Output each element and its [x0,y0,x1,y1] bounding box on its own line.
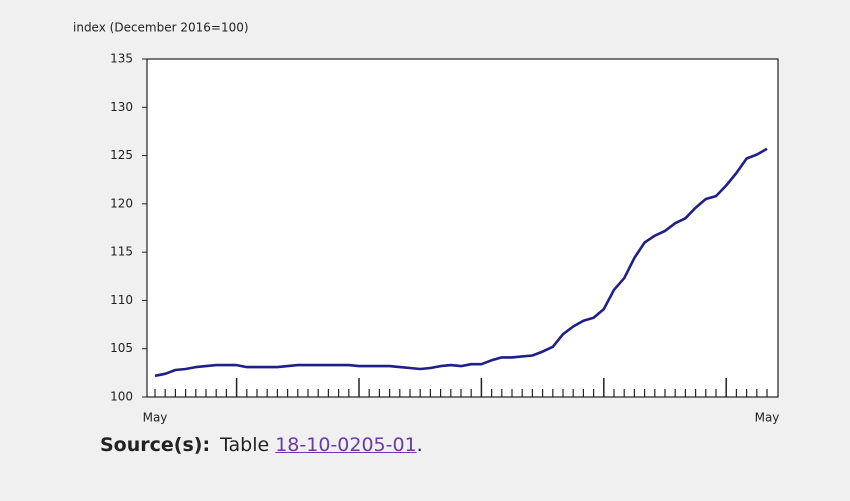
chart: index (December 2016=100) 100 105 110 115 12… [73,21,780,425]
source-text: Table [220,434,270,456]
source-link[interactable]: 18-10-0205-01 [275,434,417,456]
source: Source(s): Table 18-10-0205-01. [100,434,423,456]
y-tick-label: 125 [110,148,133,162]
data-line [154,147,768,378]
y-axis-label: index (December 2016=100) [73,21,249,35]
source-end: . [416,434,423,456]
y-tick-label: 105 [110,341,133,355]
y-tick-label: 110 [110,293,133,307]
y-tick-label: 135 [110,52,133,66]
y-tick-label: 120 [110,196,133,210]
x-tick-label: May [143,411,168,425]
plot-area [146,58,779,398]
y-tick-label: 115 [110,245,133,259]
source-label: Source(s): [100,434,211,456]
x-tick-label: May [755,411,780,425]
y-tick-label: 100 [110,390,133,404]
y-tick-label: 130 [110,100,133,114]
